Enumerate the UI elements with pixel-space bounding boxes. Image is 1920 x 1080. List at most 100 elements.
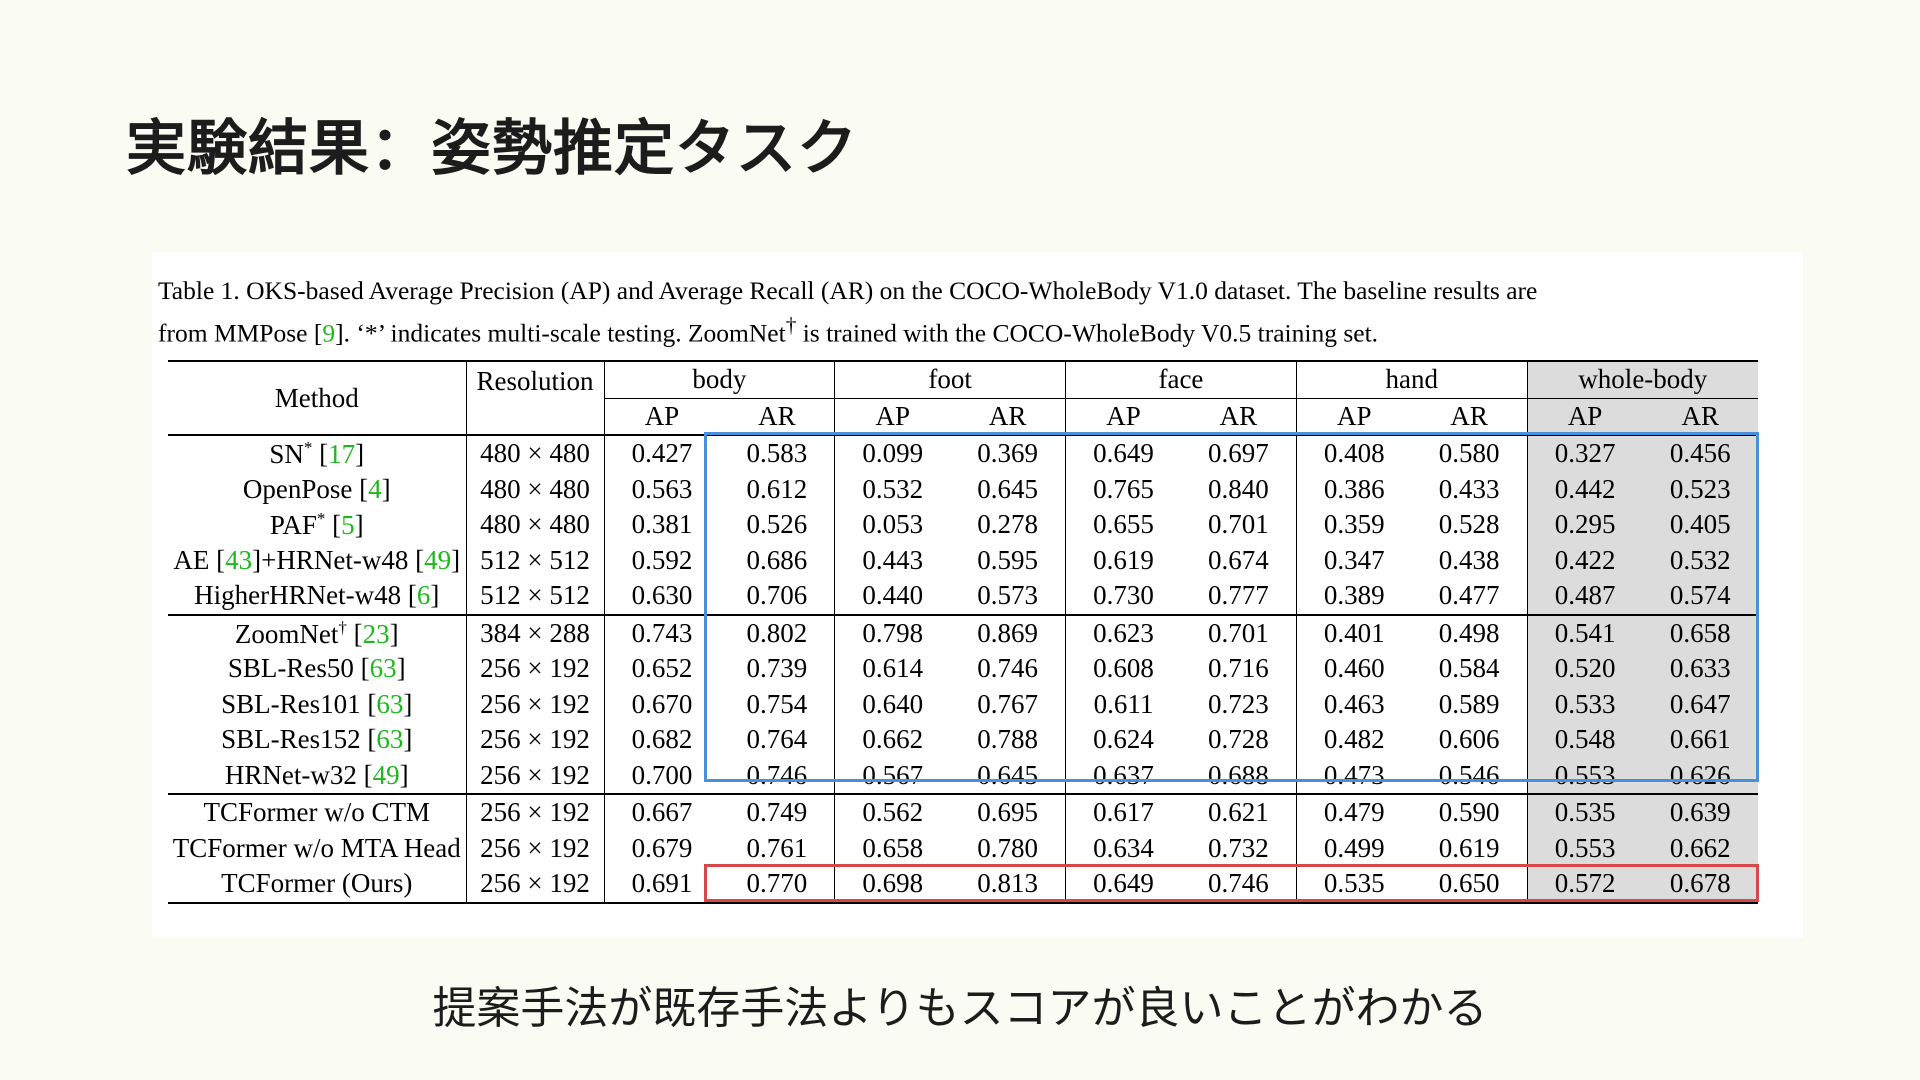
body-ar-cell: 0.754 (719, 686, 836, 722)
table-row: SBL-Res152 [63] 256 × 192 0.682 0.764 0.662 0… (168, 722, 1758, 758)
resolution-cell: 512 × 512 (466, 578, 605, 615)
face-ar-cell: 0.701 (1180, 507, 1297, 543)
method-name: PAF (269, 510, 317, 541)
face-ar-cell: 0.674 (1180, 542, 1297, 578)
citation-link[interactable]: 43 (225, 544, 253, 575)
group-header-whole-body: whole-body (1527, 360, 1758, 399)
foot-ar-cell: 0.595 (950, 542, 1067, 578)
body-ar-cell: 0.612 (719, 471, 836, 507)
table-row: HigherHRNet-w48 [6] 512 × 512 0.630 0.706 0.… (168, 578, 1758, 615)
hand-ar-header: AR (1411, 398, 1528, 436)
method-cell: TCFormer w/o CTM (168, 793, 467, 831)
hand-ap-cell: 0.463 (1323, 688, 1385, 719)
table-row: OpenPose [4] 480 × 480 0.563 0.612 0.532 0.64… (168, 471, 1758, 507)
citation-link[interactable]: 6 (416, 580, 431, 611)
caption-text: from MMPose [ (158, 318, 323, 348)
citation-link[interactable]: 4 (368, 473, 382, 504)
body-ap-cell: 0.563 (631, 473, 693, 504)
table-row: ZoomNet† [23] 384 × 288 0.743 0.802 0.798 0.8… (168, 613, 1758, 651)
citation-link[interactable]: 9 (322, 318, 336, 348)
body-ar-cell: 0.686 (719, 542, 836, 578)
hand-ap-cell: 0.499 (1323, 832, 1385, 863)
face-ap-cell: 0.637 (1093, 759, 1154, 790)
face-ap-cell: 0.608 (1093, 653, 1154, 684)
method-superscript: * (303, 438, 313, 458)
hand-ar-cell: 0.546 (1411, 757, 1528, 794)
hand-ap-cell: 0.473 (1323, 759, 1385, 790)
foot-ap-cell: 0.562 (834, 793, 951, 831)
citation-link[interactable]: 49 (372, 759, 400, 790)
whole-body-ap-header: AP (1527, 398, 1643, 436)
face-ap-cell: 0.623 (1065, 613, 1181, 651)
hand-ar-cell: 0.438 (1411, 542, 1528, 578)
foot-ar-cell: 0.746 (950, 651, 1067, 687)
resolution-cell: 480 × 480 (466, 435, 605, 472)
foot-ar-cell: 0.645 (950, 757, 1067, 794)
face-ap-header: AP (1065, 398, 1181, 436)
hand-ar-cell: 0.619 (1411, 830, 1528, 866)
citation-link[interactable]: 23 (362, 618, 390, 649)
body-ar-cell: 0.739 (719, 651, 836, 687)
table-row: SN* [17] 480 × 480 0.427 0.583 0.099 0.369 0.6… (168, 435, 1758, 472)
foot-ap-cell: 0.440 (862, 580, 924, 611)
body-ar-cell: 0.770 (719, 866, 836, 904)
resolution-cell: 256 × 192 (466, 830, 605, 866)
citation-link[interactable]: 63 (376, 724, 404, 755)
hand-ap-cell: 0.408 (1323, 438, 1385, 469)
face-ar-cell: 0.697 (1180, 435, 1297, 472)
whole-body-ar-cell: 0.405 (1642, 507, 1758, 543)
hand-ap-cell: 0.386 (1323, 473, 1385, 504)
foot-ap-cell: 0.640 (862, 688, 924, 719)
method-cell: AE [43]+HRNet-w48 [49] (168, 542, 467, 578)
method-cell: SN* [17] (168, 435, 467, 472)
method-cell: HigherHRNet-w48 [6] (168, 578, 467, 615)
body-ap-cell: 0.381 (631, 509, 693, 540)
face-ar-cell: 0.723 (1180, 686, 1297, 722)
method-cell: TCFormer w/o MTA Head (168, 830, 467, 866)
table-row: TCFormer (Ours) 256 × 192 0.691 0.770 0.698 0… (168, 866, 1758, 904)
citation-link[interactable]: 63 (376, 688, 404, 719)
citation-link[interactable]: 17 (328, 439, 356, 470)
hand-ar-cell: 0.590 (1411, 793, 1528, 831)
face-ap-cell: 0.655 (1093, 509, 1154, 540)
body-ar-cell: 0.583 (719, 435, 836, 472)
whole-body-ar-cell: 0.532 (1642, 542, 1758, 578)
foot-ap-cell: 0.567 (862, 759, 924, 790)
face-ap-cell: 0.649 (1093, 438, 1154, 469)
hand-ap-cell: 0.401 (1296, 613, 1412, 651)
foot-ar-cell: 0.869 (950, 613, 1067, 651)
face-ar-cell: 0.716 (1180, 651, 1297, 687)
resolution-cell: 512 × 512 (466, 542, 605, 578)
hand-ap-cell: 0.347 (1323, 544, 1385, 575)
whole-body-ap-cell: 0.541 (1527, 613, 1643, 651)
body-ap-cell: 0.691 (604, 866, 720, 904)
table-caption: Table 1. OKS-based Average Precision (AP… (158, 274, 1798, 351)
face-ap-cell: 0.619 (1093, 544, 1154, 575)
foot-ap-header: AP (834, 398, 951, 436)
body-ap-cell: 0.652 (631, 653, 693, 684)
whole-body-ar-cell: 0.661 (1642, 722, 1758, 758)
hand-ar-cell: 0.589 (1411, 686, 1528, 722)
face-ap-cell: 0.617 (1065, 793, 1181, 831)
foot-ar-cell: 0.278 (950, 507, 1067, 543)
hand-ap-header: AP (1296, 398, 1412, 436)
method-cell: PAF* [5] (168, 507, 467, 543)
method-name: ZoomNet (234, 618, 339, 649)
whole-body-ap-cell: 0.553 (1527, 830, 1643, 866)
citation-link[interactable]: 49 (424, 544, 452, 575)
whole-body-ar-cell: 0.456 (1642, 435, 1758, 472)
method-cell: TCFormer (Ours) (168, 866, 467, 904)
whole-body-ap-cell: 0.442 (1527, 471, 1643, 507)
citation-link[interactable]: 5 (341, 510, 355, 541)
citation-link[interactable]: 63 (369, 653, 397, 684)
foot-ap-cell: 0.532 (862, 473, 924, 504)
body-ap-cell: 0.592 (631, 544, 693, 575)
hand-ap-cell: 0.460 (1323, 653, 1385, 684)
foot-ap-cell: 0.099 (862, 438, 924, 469)
face-ar-cell: 0.701 (1180, 613, 1297, 651)
whole-body-ar-cell: 0.647 (1642, 686, 1758, 722)
body-ap-cell: 0.667 (604, 793, 720, 831)
table-row: PAF* [5] 480 × 480 0.381 0.526 0.053 0.278 0.6… (168, 507, 1758, 543)
foot-ap-cell: 0.798 (834, 613, 951, 651)
body-ar-cell: 0.706 (719, 578, 836, 615)
